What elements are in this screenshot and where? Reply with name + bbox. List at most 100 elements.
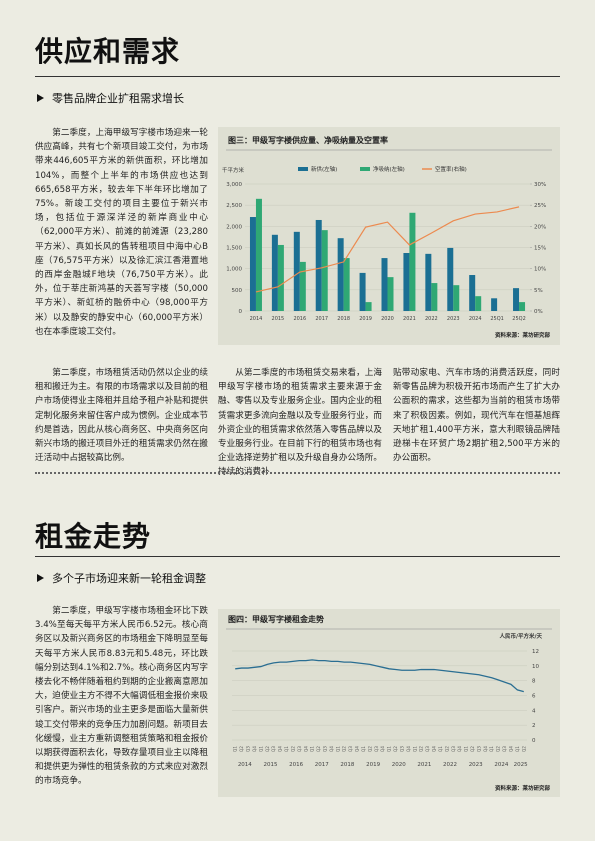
y-tick-label: 2: [532, 723, 536, 729]
x-tick-label: Q3: [322, 746, 327, 752]
bar: [337, 238, 344, 311]
chart-title: 图四：甲级写字楼租金走势: [228, 614, 324, 624]
x-tick-label: Q2: [419, 746, 424, 752]
x-tick-label: Q1: [412, 746, 417, 752]
line: [235, 659, 524, 693]
bar: [359, 272, 366, 311]
x-group-label: 2016: [289, 762, 303, 768]
bar: [365, 302, 372, 311]
y-tick-label: 8: [532, 679, 536, 685]
x-tick-label: Q4: [432, 746, 437, 752]
section-subtitle: 多个子市场迎来新一轮租金调整: [52, 572, 206, 585]
x-tick-label: 2020: [381, 316, 394, 322]
y2-tick-label: 25%: [534, 203, 546, 209]
x-tick-label: Q1: [310, 746, 315, 752]
source: 资料来源：莱坊研究部: [495, 331, 551, 339]
x-tick-label: Q2: [316, 746, 321, 752]
paragraph: 从第二季度的市场租赁交易来看，上海甲级写字楼市场的租赁需求主要来源于金融、零售以…: [218, 368, 382, 478]
x-tick-label: Q4: [406, 746, 411, 752]
x-group-label: 2019: [366, 762, 380, 768]
bar: [469, 275, 476, 311]
x-tick-label: 2016: [293, 316, 306, 322]
x-tick-label: 25Q1: [490, 316, 503, 322]
bar: [491, 298, 498, 311]
section-subtitle: 零售品牌企业扩租需求增长: [52, 92, 184, 105]
divider: [35, 472, 560, 474]
x-tick-label: Q4: [483, 746, 488, 752]
x-tick-label: Q1: [361, 746, 366, 752]
bar: [343, 258, 350, 311]
legend-swatch: [360, 167, 370, 171]
x-tick-label: 2015: [272, 316, 285, 322]
x-group-label: 2020: [392, 762, 406, 768]
y-tick-label: 3,000: [226, 182, 242, 188]
y-tick-label: 6: [532, 694, 536, 700]
bar: [381, 258, 388, 311]
x-tick-label: Q1: [464, 746, 469, 752]
x-tick-label: Q4: [303, 746, 308, 752]
legend-label: 空置率(右轴): [435, 165, 467, 173]
paragraph: 第二季度，市场租赁活动仍然以企业的续租和搬迁为主。有限的市场需求以及目前的租户市…: [35, 368, 208, 464]
bar: [513, 288, 520, 311]
x-tick-label: Q4: [278, 746, 283, 752]
x-tick-label: Q2: [496, 746, 501, 752]
y-tick-label: 0: [239, 309, 243, 315]
x-tick-label: Q1: [489, 746, 494, 752]
bar: [519, 302, 526, 311]
x-tick-label: 2017: [315, 316, 328, 322]
y2-tick-label: 5%: [534, 288, 543, 294]
y2-tick-label: 10%: [534, 267, 546, 273]
x-group-label: 2018: [340, 762, 354, 768]
x-tick-label: 2014: [250, 316, 263, 322]
x-group-label: 2014: [238, 762, 252, 768]
section-title: 供应和需求: [35, 35, 181, 68]
y-tick-label: 4: [532, 708, 536, 714]
bar: [475, 296, 482, 311]
x-group-label: 2022: [443, 762, 457, 768]
x-tick-label: Q3: [271, 746, 276, 752]
x-tick-label: 25Q2: [512, 316, 525, 322]
x-tick-label: Q4: [508, 746, 513, 752]
bar: [387, 277, 394, 311]
x-tick-label: Q2: [290, 746, 295, 752]
x-tick-label: Q3: [502, 746, 507, 752]
chart-title: 图三：甲级写字楼供应量、净吸纳量及空置率: [228, 135, 388, 145]
x-tick-label: Q1: [284, 746, 289, 752]
bar: [249, 217, 256, 311]
section-title: 租金走势: [35, 520, 152, 553]
x-tick-label: Q2: [265, 746, 270, 752]
x-group-label: 2024: [494, 762, 508, 768]
source: 资料来源：莱坊研究部: [495, 784, 551, 792]
y-tick-label: 1,500: [226, 246, 242, 252]
bar: [453, 285, 460, 311]
y2-tick-label: 20%: [534, 224, 546, 230]
x-tick-label: Q1: [233, 746, 238, 752]
legend-label: 净吸纳(左轴): [373, 165, 405, 173]
x-group-label: 2025: [514, 762, 528, 768]
x-tick-label: Q3: [425, 746, 430, 752]
x-group-label: 2023: [469, 762, 483, 768]
x-tick-label: Q2: [342, 746, 347, 752]
legend-label: 新供(左轴): [311, 165, 337, 173]
bar: [409, 212, 416, 311]
bar: [431, 283, 438, 311]
x-tick-label: 2018: [337, 316, 350, 322]
divider: [35, 76, 560, 77]
bar: [425, 253, 432, 311]
bar: [315, 219, 322, 311]
x-tick-label: Q4: [329, 746, 334, 752]
x-tick-label: Q3: [399, 746, 404, 752]
x-group-label: 2015: [263, 762, 277, 768]
y2-tick-label: 0%: [534, 309, 543, 315]
line: [255, 206, 520, 293]
bar: [299, 261, 306, 311]
bullet: [37, 94, 44, 102]
x-tick-label: Q2: [239, 746, 244, 752]
bar: [447, 247, 454, 311]
paragraph: 第二季度，上海甲级写字楼市场迎来一轮供应高峰，共有七个新项目竣工交付，为市场带来…: [35, 128, 208, 337]
x-group-label: 2017: [315, 762, 329, 768]
x-tick-label: Q4: [252, 746, 257, 752]
